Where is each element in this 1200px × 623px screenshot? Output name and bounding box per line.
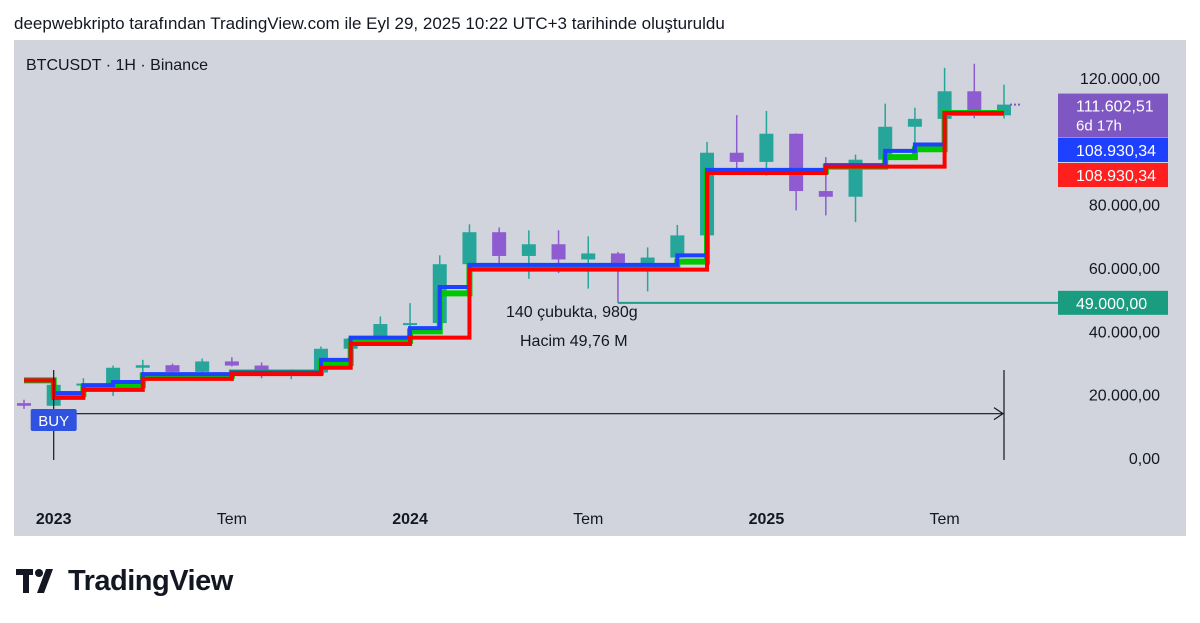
blue-band-line (24, 111, 1004, 396)
y-tick-label: 0,00 (1129, 451, 1160, 468)
blue-band-badge (1058, 138, 1168, 162)
buy-signal-badge (30, 409, 77, 431)
price-chart[interactable]: 140 çubukta, 980g Hacim 49,76 M BUY BTCUSDT… (14, 40, 1186, 536)
green-band-line (24, 110, 1004, 398)
range-arrow-head (993, 407, 1005, 421)
buy-signal-label: BUY (38, 413, 69, 430)
last-price-badge (1058, 93, 1168, 138)
x-tick-label: 2025 (749, 511, 785, 528)
candle-body (997, 104, 1011, 116)
red-band-badge-text: 108.930,34 (1076, 168, 1156, 185)
candle-body (521, 244, 536, 256)
x-tick-label: 2024 (392, 511, 428, 528)
candle-body (670, 235, 685, 258)
candle-body (907, 118, 922, 127)
candle-body (135, 365, 150, 368)
level-badge-text: 49.000,00 (1076, 296, 1147, 313)
y-tick-label: 80.000,00 (1089, 198, 1160, 215)
chart-caption: deepwebkripto tarafından TradingView.com… (14, 14, 725, 33)
tradingview-logo-icon (16, 569, 53, 593)
range-bars-label: 140 çubukta, 980g (506, 304, 638, 321)
candle-body (729, 152, 744, 162)
blue-band-badge-text: 108.930,34 (1076, 143, 1156, 160)
candle-body (17, 403, 31, 406)
candle-body (818, 191, 833, 197)
level-badge (1058, 290, 1168, 315)
candle-body (789, 133, 804, 192)
x-tick-label: Tem (573, 511, 603, 528)
candle-body (403, 323, 418, 326)
range-volume-label: Hacim 49,76 M (520, 333, 628, 350)
candle-body (195, 361, 210, 372)
bar-countdown-text: 6d 17h (1076, 118, 1122, 135)
footer: TradingView (16, 564, 233, 598)
x-tick-label: Tem (217, 511, 247, 528)
symbol-legend: BTCUSDT · 1H · Binance (26, 57, 208, 74)
x-tick-label: 2023 (36, 511, 72, 528)
tradingview-brand-name: TradingView (68, 564, 233, 597)
candle-body (492, 232, 507, 256)
candle-body (373, 324, 388, 339)
y-tick-label: 60.000,00 (1089, 261, 1160, 278)
last-price-text: 111.602,51 (1076, 99, 1154, 116)
x-tick-label: Tem (929, 511, 959, 528)
chart-panel[interactable]: 140 çubukta, 980g Hacim 49,76 M BUY BTCUSDT… (14, 40, 1186, 536)
red-band-badge (1058, 163, 1168, 187)
candle-body (967, 91, 982, 116)
candle-body (224, 361, 239, 366)
y-tick-label: 20.000,00 (1089, 388, 1160, 405)
candle-body (462, 232, 477, 265)
y-tick-label: 120.000,00 (1080, 71, 1160, 88)
red-band-line (24, 111, 1004, 400)
y-tick-label: 40.000,00 (1089, 324, 1160, 341)
candle-body (581, 253, 596, 260)
candle-body (165, 365, 180, 372)
candle-body (551, 244, 566, 260)
candle-body (759, 133, 774, 162)
candle-body (106, 367, 121, 384)
